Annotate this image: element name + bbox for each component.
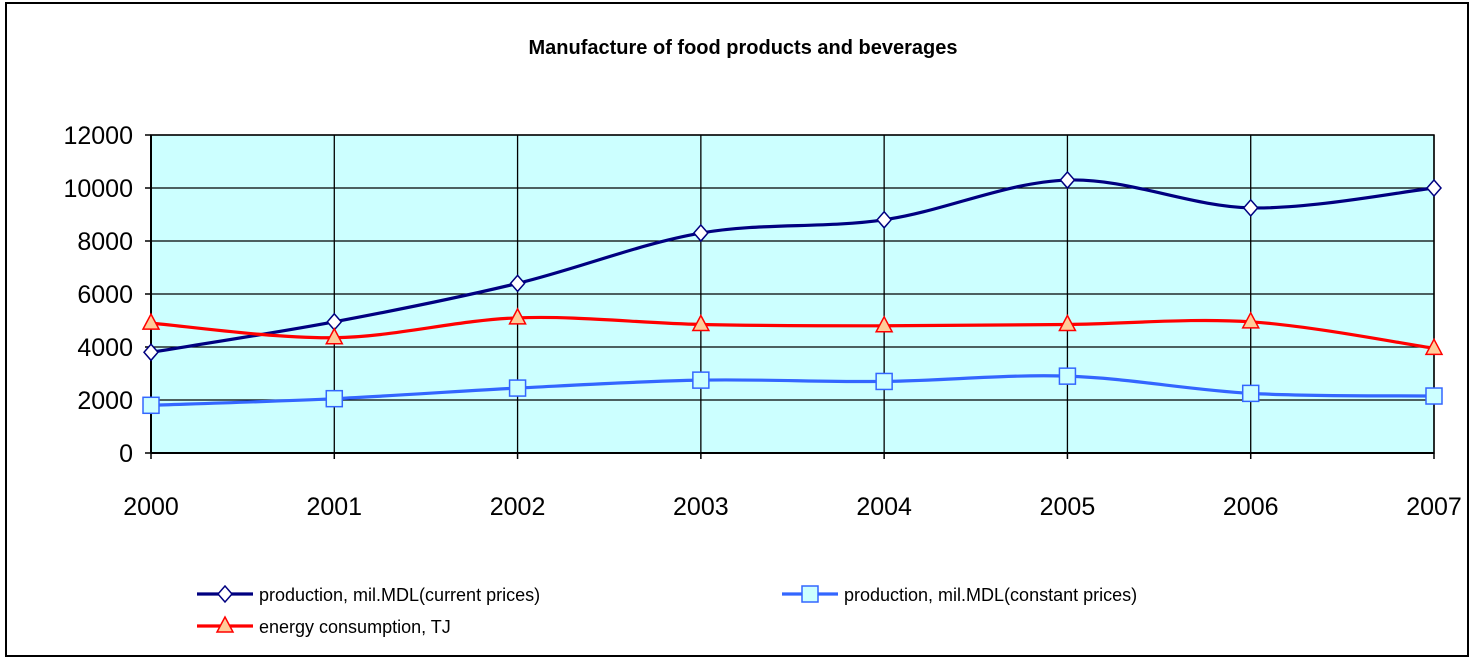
series-line-current-prices [150,178,1435,354]
x-tick-label: 2003 [673,493,729,521]
data-point-current-prices [1426,178,1442,198]
data-point-energy-consumption [325,327,344,345]
data-point-constant-prices [692,371,710,389]
data-point-constant-prices [325,389,344,408]
legend-marker-constant-prices [801,585,819,603]
y-tick-label: 10000 [63,175,133,203]
x-tick-label: 2001 [306,493,362,521]
legend-label-current-prices: production, mil.MDL(current prices) [259,585,540,605]
data-point-constant-prices [1241,384,1260,403]
x-tick-label: 2000 [123,493,179,521]
data-point-constant-prices [875,372,893,391]
legend: production, mil.MDL(current prices) produ… [197,584,1137,637]
x-tick-label: 2007 [1406,493,1462,521]
series-line-energy-consumption [150,315,1435,350]
y-tick-label: 8000 [77,228,133,256]
y-tick-label: 12000 [63,122,133,150]
data-point-current-prices [1059,170,1076,190]
data-point-energy-consumption [691,313,711,332]
chart-title: Manufacture of food products and beverag… [529,37,958,59]
legend-marker-current-prices [217,584,233,604]
y-tick-label: 0 [119,440,133,468]
legend-label-constant-prices: production, mil.MDL(constant prices) [844,585,1137,605]
data-point-energy-consumption [1058,313,1077,332]
x-tick-label: 2006 [1223,493,1279,521]
data-point-current-prices [692,223,709,243]
data-point-constant-prices [508,379,527,397]
legend-marker-energy-consumption [215,615,235,633]
x-tick-label: 2004 [856,493,912,521]
x-tick-label: 2005 [1040,493,1096,521]
y-tick-label: 6000 [77,281,133,309]
y-tick-label: 4000 [77,334,133,362]
data-point-constant-prices [1058,367,1077,385]
line-chart: Manufacture of food products and beverag… [63,37,1461,637]
y-tick-label: 2000 [77,387,133,415]
data-point-current-prices [143,343,159,362]
data-point-energy-consumption [508,307,527,325]
data-point-current-prices [876,210,893,229]
legend-label-energy-consumption: energy consumption, TJ [259,617,451,637]
data-point-energy-consumption [1424,337,1444,356]
data-point-constant-prices [1425,387,1443,405]
data-point-current-prices [509,274,526,293]
data-point-energy-consumption [1241,311,1260,329]
axes: 0 2000 4000 6000 8000 10000 12000 2000 2001 2002 2… [63,122,1461,521]
data-point-energy-consumption [874,315,894,333]
markers-group [141,170,1444,415]
data-point-current-prices [1242,198,1259,218]
data-point-energy-consumption [141,312,161,330]
data-point-constant-prices [142,396,160,415]
series-group [150,178,1435,407]
x-tick-label: 2002 [490,493,546,521]
chart-area: Manufacture of food products and beverag… [5,2,1469,657]
series-line-constant-prices [150,374,1435,407]
